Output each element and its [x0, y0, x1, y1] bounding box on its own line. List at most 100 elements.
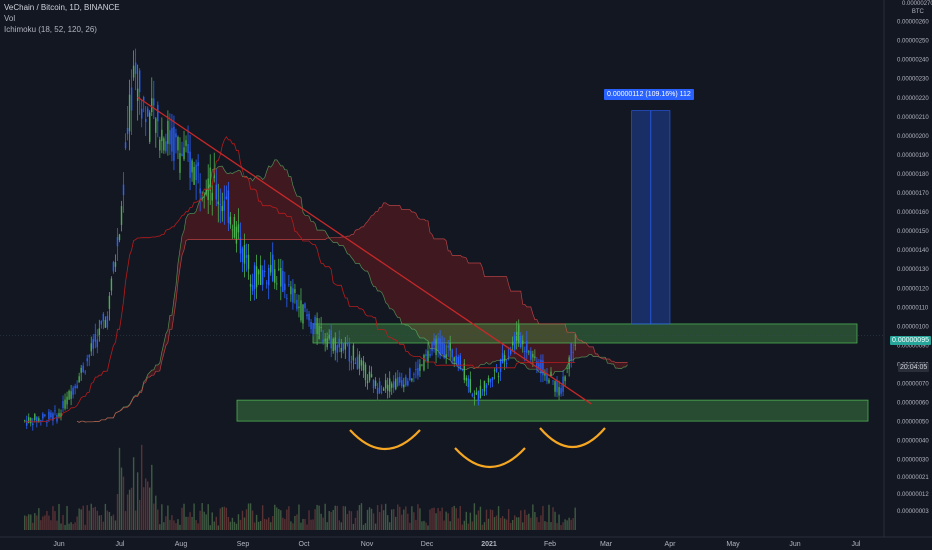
- y-tick-13: 0.00000130: [897, 267, 929, 273]
- volume-bar: [197, 523, 199, 530]
- volume-bar: [536, 517, 538, 530]
- volume-bar: [259, 520, 262, 530]
- volume-bar: [98, 515, 101, 530]
- time-axis[interactable]: Jun Jul Aug Sep Oct Nov Dec 2021 Feb Mar Apr May Jun…: [0, 536, 932, 548]
- candle-body: [153, 98, 155, 106]
- x-tick-3: Sep: [237, 541, 250, 548]
- volume-bar: [268, 517, 270, 530]
- candle-body: [66, 396, 68, 405]
- volume-bar: [30, 514, 32, 530]
- candle-body: [32, 423, 34, 425]
- candle-body: [568, 357, 570, 370]
- candle-body: [572, 351, 574, 353]
- volume-bar: [114, 520, 117, 530]
- volume-bar: [378, 512, 381, 530]
- candle-body: [30, 418, 32, 424]
- volume-bar: [540, 515, 542, 530]
- price-axis-bg: [884, 0, 932, 550]
- volume-bar: [126, 494, 129, 530]
- candle-body: [159, 139, 161, 151]
- candle-body: [185, 140, 187, 146]
- volume-bar: [342, 506, 345, 530]
- volume-bar: [159, 524, 161, 530]
- candle-body: [409, 368, 411, 380]
- candle-body: [532, 354, 534, 358]
- volume-bar: [42, 516, 44, 530]
- volume-bar: [411, 506, 413, 530]
- volume-bar: [499, 518, 502, 530]
- volume-bar: [526, 514, 528, 530]
- candle-body: [163, 138, 165, 151]
- volume-bar: [171, 515, 173, 530]
- volume-bar: [124, 511, 127, 530]
- indicator-label[interactable]: Ichimoku (18, 52, 120, 26): [4, 25, 97, 34]
- volume-bar: [132, 457, 135, 530]
- volume-bar: [76, 516, 78, 530]
- y-tick-6: 0.00000200: [897, 134, 929, 140]
- volume-bar: [253, 522, 256, 530]
- y-tick-1: 0.00000250: [897, 39, 929, 45]
- candle-body: [542, 360, 544, 376]
- candle-body: [427, 350, 429, 363]
- volume-bar: [46, 510, 48, 530]
- volume-bar: [566, 520, 568, 530]
- candle-body: [62, 401, 64, 409]
- volume-bar: [457, 518, 459, 530]
- candle-body: [393, 381, 395, 388]
- candle-body: [86, 358, 88, 362]
- volume-bar: [467, 523, 470, 530]
- volume-bar: [544, 521, 546, 530]
- candle-body: [179, 153, 181, 173]
- volume-bar: [94, 506, 96, 530]
- volume-bar: [304, 518, 306, 530]
- volume-bar: [574, 507, 576, 530]
- candle-body: [58, 413, 60, 417]
- volume-bar: [280, 510, 282, 530]
- vol-label[interactable]: Vol: [4, 14, 16, 23]
- y-tick-23: 0.00000030: [897, 458, 929, 464]
- volume-bar: [54, 511, 56, 530]
- candle-body: [564, 376, 566, 382]
- volume-bar: [461, 524, 463, 530]
- candle-body: [491, 377, 494, 381]
- price-axis[interactable]: 0.00000260 0.00000250 0.00000240 0.00000230…: [883, 0, 932, 550]
- volume-bar: [245, 509, 248, 530]
- candle-body: [233, 217, 236, 238]
- candle-body: [455, 355, 457, 364]
- volume-bar: [437, 508, 439, 530]
- candle-body: [286, 298, 288, 299]
- candle-body: [536, 361, 538, 369]
- candle-body: [68, 390, 70, 400]
- candle-body: [94, 333, 96, 342]
- volume-bar: [112, 514, 115, 530]
- volume-bar: [534, 512, 536, 530]
- candle-body: [538, 363, 540, 369]
- y-tick-20: 0.00000060: [897, 401, 929, 407]
- volume-bar: [445, 511, 447, 530]
- volume-bar: [413, 512, 415, 530]
- candle-body: [346, 342, 349, 345]
- volume-bar: [546, 521, 548, 530]
- volume-bar: [288, 506, 290, 530]
- volume-bar: [312, 519, 314, 530]
- volume-bar: [391, 509, 393, 530]
- volume-bar: [380, 504, 383, 530]
- candle-body: [151, 98, 153, 113]
- symbol-title[interactable]: VeChain / Bitcoin, 1D, BINANCE: [4, 3, 120, 12]
- volume-bar: [550, 522, 552, 530]
- candle-body: [322, 339, 324, 343]
- volume-bar: [286, 509, 288, 530]
- volume-bar: [195, 520, 197, 530]
- volume-bar: [429, 509, 431, 530]
- volume-bar: [272, 516, 274, 530]
- volume-bar: [485, 509, 488, 530]
- candle-body: [193, 166, 195, 185]
- candle-body: [431, 342, 433, 351]
- candle-body: [477, 390, 480, 400]
- candle-body: [145, 118, 147, 123]
- candle-body: [370, 374, 373, 378]
- candle-body: [463, 363, 465, 381]
- candle-body: [378, 381, 381, 393]
- volume-bar: [358, 505, 361, 530]
